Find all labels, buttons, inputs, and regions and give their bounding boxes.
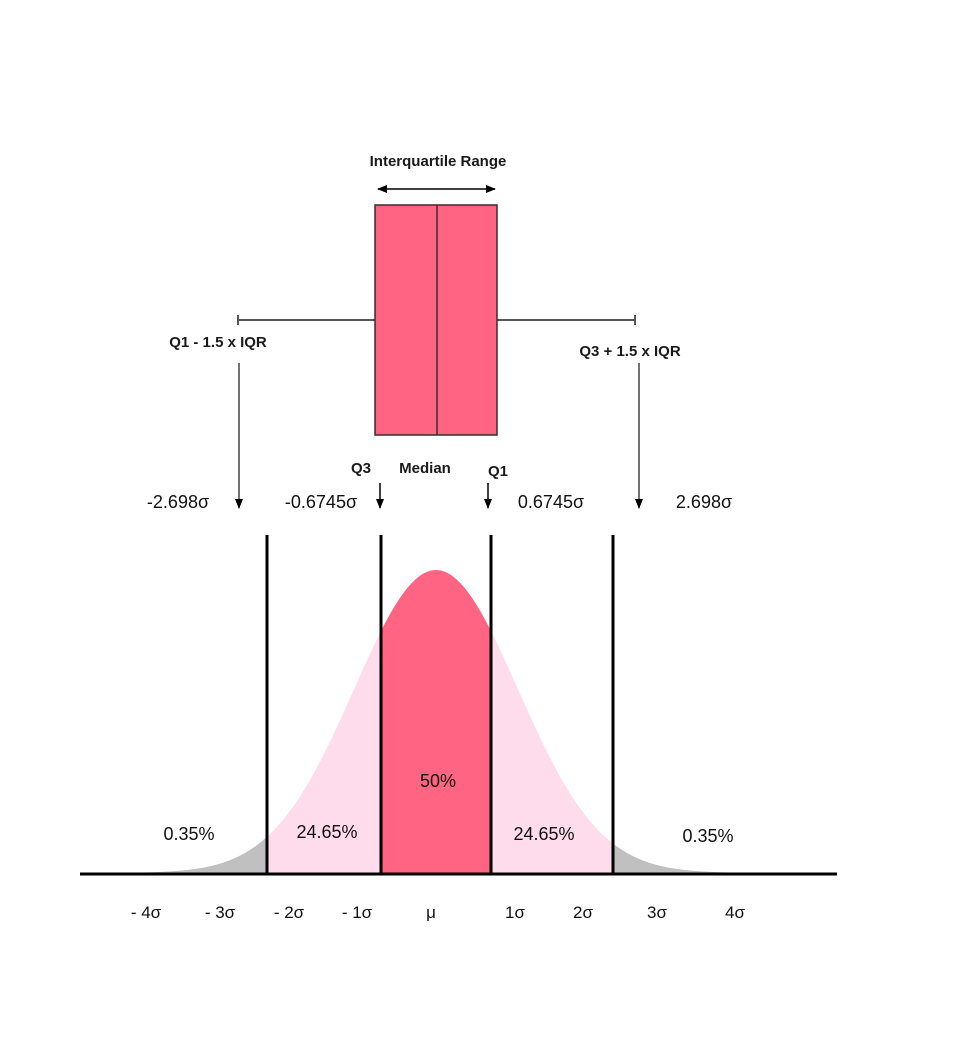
x-axis-ticks: - 4σ - 3σ - 2σ - 1σ μ 1σ 2σ 3σ 4σ — [131, 903, 746, 922]
tick-mu: μ — [426, 903, 436, 922]
right-tail-region — [613, 843, 780, 873]
tick-1-sigma: 1σ — [505, 903, 525, 922]
sigma-marker-near-right: 0.6745σ — [518, 492, 584, 512]
diagram-title: Interquartile Range — [370, 153, 507, 170]
q3-label: Q3 — [351, 460, 371, 477]
median-label: Median — [399, 460, 451, 477]
tick-2-sigma: 2σ — [573, 903, 593, 922]
tick-3-sigma: 3σ — [647, 903, 667, 922]
center-percent: 50% — [420, 771, 456, 791]
right-whisker — [497, 315, 636, 325]
tick-minus-1-sigma: - 1σ — [342, 903, 373, 922]
q1-label: Q1 — [488, 463, 508, 480]
tick-minus-2-sigma: - 2σ — [274, 903, 305, 922]
tick-minus-4-sigma: - 4σ — [131, 903, 162, 922]
iqr-box — [374, 204, 498, 436]
normal-curve — [100, 570, 780, 873]
right-mid-percent: 24.65% — [513, 824, 574, 844]
left-mid-percent: 24.65% — [296, 822, 357, 842]
sigma-marker-far-left: -2.698σ — [147, 492, 209, 512]
tick-minus-3-sigma: - 3σ — [205, 903, 236, 922]
upper-fence-label: Q3 + 1.5 x IQR — [579, 343, 680, 360]
tick-4-sigma: 4σ — [725, 903, 745, 922]
left-whisker — [237, 315, 375, 325]
center-region — [381, 570, 491, 873]
right-mid-region — [491, 631, 613, 873]
lower-fence-label: Q1 - 1.5 x IQR — [169, 334, 267, 351]
sigma-marker-near-left: -0.6745σ — [285, 492, 357, 512]
right-tail-percent: 0.35% — [682, 826, 733, 846]
left-mid-region — [267, 631, 381, 873]
sigma-marker-far-right: 2.698σ — [676, 492, 732, 512]
left-tail-percent: 0.35% — [163, 824, 214, 844]
left-tail-region — [100, 836, 267, 873]
